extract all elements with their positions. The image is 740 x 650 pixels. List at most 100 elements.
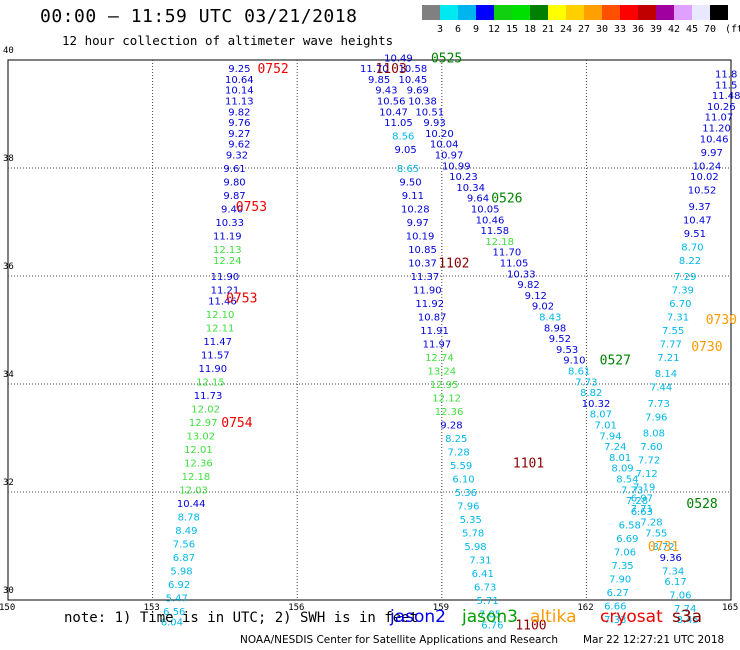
swh-value-label: 12.02: [191, 404, 220, 415]
swh-value-label: 13.02: [186, 431, 215, 442]
swh-value-label: 11.13: [225, 97, 254, 108]
swh-value-label: 8.14: [655, 369, 677, 380]
swh-value-label: 10.20: [425, 129, 454, 140]
color-scale-cell: [422, 5, 440, 20]
swh-value-label: 11.91: [420, 326, 449, 337]
swh-value-label: 11.92: [415, 299, 444, 310]
longitude-label: 153: [143, 603, 160, 613]
swh-value-label: 9.61: [223, 164, 245, 175]
color-scale-cell: [512, 5, 530, 20]
swh-value-label: 9.05: [395, 145, 417, 156]
color-scale-label: 33: [613, 24, 627, 35]
swh-value-label: 10.46: [700, 134, 729, 145]
swh-value-label: 8.43: [539, 313, 561, 324]
latitude-label: 36: [3, 262, 14, 272]
swh-value-label: 11.05: [500, 259, 529, 270]
swh-value-label: 8.98: [544, 323, 566, 334]
pass-time-label: 0526: [491, 192, 522, 207]
swh-value-label: 7.19: [633, 483, 655, 494]
swh-value-label: 8.82: [580, 388, 602, 399]
swh-value-label: 7.74: [674, 604, 696, 615]
pass-time-label: 1102: [438, 257, 469, 272]
pass-time-label: 1100: [515, 618, 546, 633]
swh-value-label: 11.90: [199, 364, 228, 375]
legend-item-s3a: s3a: [672, 607, 703, 627]
swh-value-label: 6.69: [616, 534, 638, 545]
swh-value-label: 9.53: [556, 345, 578, 356]
swh-value-label: 7.60: [640, 442, 662, 453]
swh-value-label: 11.05: [384, 118, 413, 129]
swh-value-label: 7.73: [648, 399, 670, 410]
swh-value-label: 11.47: [203, 337, 232, 348]
color-scale-label: 3: [436, 24, 444, 35]
swh-value-label: 7.35: [611, 561, 633, 572]
swh-value-label: 7.71: [631, 504, 653, 515]
swh-value-label: 12.01: [184, 445, 213, 456]
swh-value-label: 11.21: [211, 286, 240, 297]
swh-value-label: 7.28: [626, 496, 648, 507]
swh-value-label: 6.63: [631, 507, 653, 518]
swh-value-label: 10.26: [707, 102, 736, 113]
latitude-label: 30: [3, 586, 14, 596]
swh-value-label: 10.28: [401, 205, 430, 216]
swh-value-label: 7.44: [650, 383, 672, 394]
swh-value-label: 12.15: [196, 377, 225, 388]
swh-value-label: 7.31: [469, 556, 491, 567]
swh-value-label: 10.49: [384, 53, 413, 64]
latitude-label: 32: [3, 478, 14, 488]
swh-value-label: 10.56: [377, 97, 406, 108]
swh-value-label: 10.52: [688, 186, 717, 197]
pass-time-label: 0528: [686, 497, 717, 512]
swh-value-label: 11.70: [360, 64, 389, 75]
color-scale-cell: [566, 5, 584, 20]
swh-value-label: 9.32: [226, 151, 248, 162]
swh-value-label: 9.37: [689, 202, 711, 213]
swh-value-label: 9.02: [532, 302, 554, 313]
swh-value-label: 6.10: [452, 475, 474, 486]
swh-value-label: 7.06: [669, 591, 691, 602]
swh-value-label: 9.11: [402, 191, 424, 202]
swh-value-label: 9.62: [228, 140, 250, 151]
swh-value-label: 10.24: [693, 161, 722, 172]
swh-value-label: 7.29: [674, 272, 696, 283]
swh-value-label: 7.90: [609, 574, 631, 585]
swh-value-label: 10.14: [225, 86, 254, 97]
swh-value-label: 8.61: [568, 367, 590, 378]
swh-value-label: 11.90: [413, 286, 442, 297]
legend-item-cryosat: cryosat: [600, 607, 663, 627]
color-scale-cell: [638, 5, 656, 20]
swh-value-label: 6.17: [664, 577, 686, 588]
swh-value-label: 7.06: [614, 547, 636, 558]
color-scale-cell: [476, 5, 494, 20]
swh-value-label: 6.56: [163, 607, 185, 618]
color-scale-cell: [656, 5, 674, 20]
swh-value-label: 10.87: [418, 313, 447, 324]
swh-value-label: 6.66: [604, 601, 626, 612]
swh-value-label: 10.33: [215, 218, 244, 229]
longitude-label: 165: [722, 603, 739, 613]
swh-value-label: 7.77: [660, 340, 682, 351]
swh-value-label: 10.64: [225, 75, 254, 86]
swh-value-label: 11.73: [194, 391, 223, 402]
swh-value-label: 8.08: [643, 429, 665, 440]
color-scale-label: 24: [559, 24, 573, 35]
color-scale-label: 70: [703, 24, 717, 35]
pass-time-label: 0752: [257, 62, 288, 77]
swh-value-label: 10.58: [399, 64, 428, 75]
swh-value-label: 11.97: [423, 340, 452, 351]
swh-value-label: 11.58: [480, 226, 509, 237]
swh-value-label: 9.97: [701, 148, 723, 159]
swh-value-label: 10.97: [435, 151, 464, 162]
swh-value-label: 11.20: [702, 124, 731, 135]
swh-value-label: 12.74: [425, 353, 454, 364]
swh-value-label: 9.28: [440, 421, 462, 432]
legend-item-jason3: jason3: [462, 607, 518, 627]
swh-value-label: 6.27: [607, 588, 629, 599]
longitude-label: 162: [577, 603, 594, 613]
longitude-label: 156: [288, 603, 305, 613]
swh-value-label: 10.38: [408, 97, 437, 108]
swh-value-label: 7.28: [448, 448, 470, 459]
swh-value-label: 9.50: [399, 178, 421, 189]
swh-value-label: 9.64: [467, 194, 489, 205]
